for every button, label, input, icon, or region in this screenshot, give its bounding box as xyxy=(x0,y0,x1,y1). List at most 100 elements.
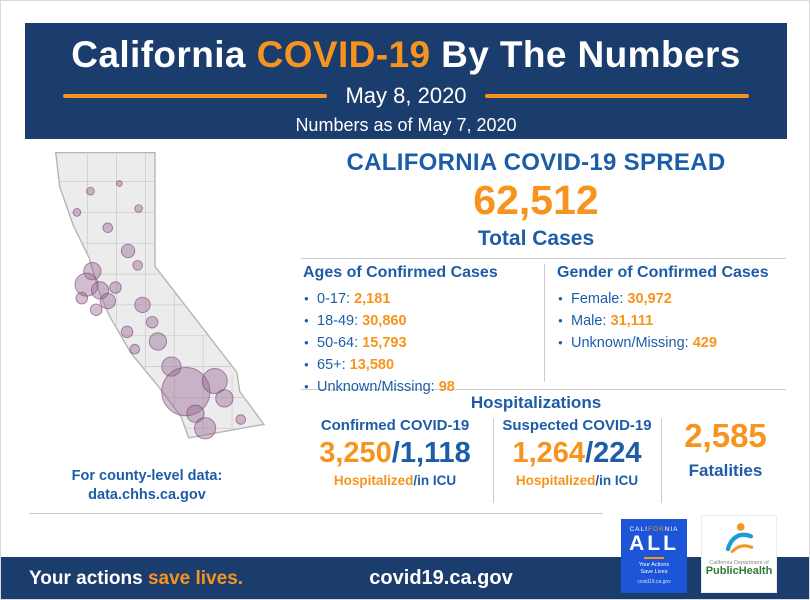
confirmed-sublabel: Hospitalized/in ICU xyxy=(333,473,457,488)
county-case-bubble xyxy=(145,315,159,329)
title-california: California xyxy=(71,34,246,75)
county-case-bubble xyxy=(74,272,99,297)
slogan-part1: Your actions xyxy=(29,568,143,589)
county-case-bubble xyxy=(215,389,234,408)
page-title: California COVID-19 By The Numbers xyxy=(25,23,787,76)
county-case-bubble xyxy=(115,180,123,187)
as-of-date: Numbers as of May 7, 2020 xyxy=(295,115,517,135)
fatalities-value: 2,585 xyxy=(684,417,767,454)
age-label: 0-17: xyxy=(317,291,351,307)
gender-stat-row: Female: 30,972 xyxy=(557,288,786,310)
gender-value: 31,111 xyxy=(610,313,654,329)
gender-stat-row: Male: 31,111 xyxy=(557,310,786,332)
divider-right xyxy=(484,94,750,98)
total-cases-label: Total Cases xyxy=(477,227,595,250)
county-case-bubble xyxy=(102,222,114,234)
county-case-bubble xyxy=(120,243,136,259)
cdph-department-text: California Department of xyxy=(709,560,769,566)
hospitalizations-title: Hospitalizations xyxy=(470,393,602,412)
age-stat-row: 0-17: 2,181 xyxy=(303,288,539,310)
public-health-figure-icon xyxy=(725,523,754,554)
age-value: 15,793 xyxy=(362,335,407,351)
county-case-bubble xyxy=(186,404,205,423)
footer-slogan: Your actions save lives. xyxy=(29,568,243,590)
age-value: 30,860 xyxy=(362,313,407,329)
age-value: 13,580 xyxy=(349,357,395,373)
divider xyxy=(301,258,786,259)
county-case-bubble xyxy=(235,414,247,425)
suspected-value: 1,264/224 xyxy=(512,437,642,469)
divider xyxy=(661,418,662,503)
ca-all-url: covid19.ca.gov xyxy=(637,579,671,585)
ca-all-tagline: Your Actions Save Lives xyxy=(638,562,670,575)
county-case-bubble xyxy=(89,303,103,316)
header-banner: California COVID-19 By The Numbers May 8… xyxy=(25,23,787,139)
age-label: 18-49: xyxy=(317,313,359,329)
age-label: 50-64: xyxy=(317,335,359,351)
divider xyxy=(301,389,786,390)
california-county-map xyxy=(54,151,266,440)
county-case-bubble xyxy=(109,281,122,294)
confirmed-label: Confirmed COVID-19 xyxy=(320,417,470,434)
divider-left xyxy=(63,94,328,98)
fatalities-label: Fatalities xyxy=(688,461,763,480)
suspected-label: Suspected COVID-19 xyxy=(502,417,652,434)
confirmed-hospitalizations: Confirmed COVID-19 3,250/1,118 Hospitali… xyxy=(301,417,489,488)
suspected-hospitalizations: Suspected COVID-19 1,264/224 Hospitalize… xyxy=(497,417,657,488)
divider xyxy=(493,418,494,503)
total-cases-value: 62,512 xyxy=(473,177,599,223)
title-by-the-numbers: By The Numbers xyxy=(441,34,741,75)
california-all-logo: CALIFORNIA ALL Your Actions Save Lives c… xyxy=(621,519,687,593)
title-covid19: COVID-19 xyxy=(256,34,431,75)
county-case-bubble xyxy=(161,356,182,377)
county-case-bubble xyxy=(134,204,143,213)
date-row: May 8, 2020 xyxy=(25,83,787,109)
gender-stat-row: Unknown/Missing: 429 xyxy=(557,332,786,354)
county-case-bubble xyxy=(132,260,143,271)
ages-title: Ages of Confirmed Cases xyxy=(303,264,498,281)
ca-all-rule xyxy=(644,557,664,559)
confirmed-value: 3,250/1,118 xyxy=(319,437,471,469)
county-case-bubble xyxy=(194,417,217,440)
county-case-bubble xyxy=(86,186,95,196)
ca-all-wordmark: CALIFORNIA xyxy=(629,526,679,533)
gender-value: 30,972 xyxy=(627,291,672,307)
gender-label: Unknown/Missing: xyxy=(571,335,689,351)
suspected-sublabel: Hospitalized/in ICU xyxy=(515,473,639,488)
cdph-wordmark: PublicHealth xyxy=(705,565,773,577)
county-case-bubble xyxy=(161,367,211,417)
spread-title: CALIFORNIA COVID-19 SPREAD xyxy=(346,149,726,176)
county-case-bubble xyxy=(129,343,141,355)
county-case-bubble xyxy=(72,208,82,217)
fatalities-section: 2,585 Fatalities xyxy=(665,417,786,481)
county-case-bubble xyxy=(99,292,116,310)
county-case-bubble xyxy=(134,296,151,314)
county-data-link[interactable]: data.chhs.ca.gov xyxy=(88,487,206,503)
gender-value: 429 xyxy=(692,335,717,351)
age-stat-row: 18-49: 30,860 xyxy=(303,310,539,332)
map-caption: For county-level data: data.chhs.ca.gov xyxy=(41,467,253,505)
county-case-bubble xyxy=(120,325,134,339)
slogan-part2: save lives. xyxy=(147,568,244,589)
age-value: 98 xyxy=(438,379,455,395)
divider xyxy=(544,264,545,382)
ca-all-big-text: ALL xyxy=(629,532,679,555)
gender-label: Male: xyxy=(571,313,607,329)
public-health-logo: California Department of PublicHealth xyxy=(701,515,777,593)
gender-label: Female: xyxy=(571,291,624,307)
county-case-bubble xyxy=(148,332,168,351)
age-stat-row: 50-64: 15,793 xyxy=(303,332,539,354)
ages-section: Ages of Confirmed Cases 0-17: 2,181 18-4… xyxy=(303,264,539,398)
report-date: May 8, 2020 xyxy=(345,83,467,108)
county-case-bubble xyxy=(75,291,89,305)
case-bubbles xyxy=(72,180,247,440)
gender-title: Gender of Confirmed Cases xyxy=(557,264,769,281)
age-value: 2,181 xyxy=(354,291,391,307)
gender-section: Gender of Confirmed Cases Female: 30,972… xyxy=(557,264,786,354)
covid-site-link[interactable]: covid19.ca.gov xyxy=(369,567,513,589)
age-label: Unknown/Missing: xyxy=(317,379,435,395)
age-stat-row: 65+: 13,580 xyxy=(303,354,539,376)
divider xyxy=(29,513,603,514)
county-case-bubble xyxy=(201,368,228,395)
